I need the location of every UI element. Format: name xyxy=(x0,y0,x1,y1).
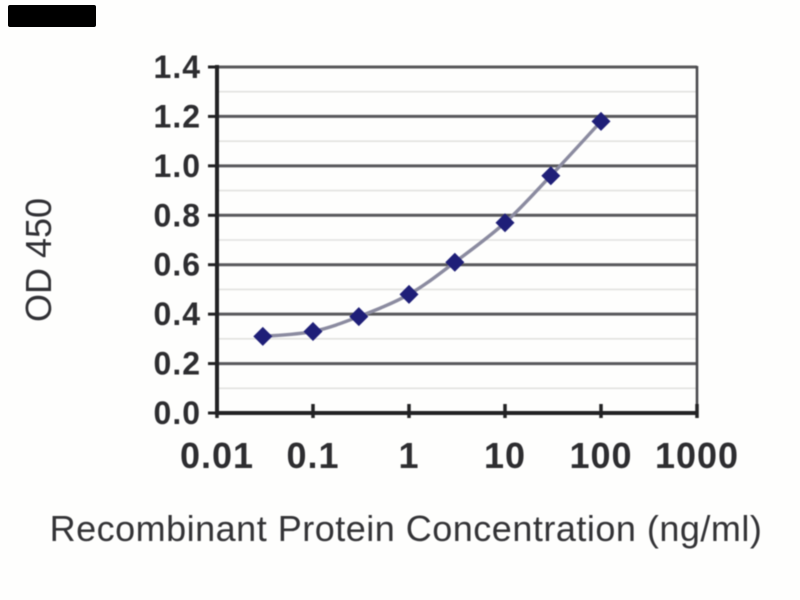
y-tick-label: 0.4 xyxy=(154,296,201,332)
data-point-marker xyxy=(495,213,515,233)
y-tick-label: 0.2 xyxy=(154,346,201,382)
redacted-watermark-box xyxy=(8,5,96,27)
x-tick-label: 1000 xyxy=(655,435,739,476)
y-tick-label: 0.6 xyxy=(154,247,201,283)
data-point-marker xyxy=(445,252,465,272)
x-tick-label: 1 xyxy=(398,435,419,476)
y-tick-label: 1.0 xyxy=(154,148,201,184)
data-point-marker xyxy=(591,111,611,131)
x-tick-label: 10 xyxy=(484,435,526,476)
y-tick-label: 0.8 xyxy=(154,197,201,233)
data-point-marker xyxy=(303,321,323,341)
data-point-marker xyxy=(349,307,369,327)
y-tick-label: 1.4 xyxy=(154,49,201,85)
y-tick-label: 1.2 xyxy=(154,98,201,134)
y-tick-label: 0.0 xyxy=(154,395,201,431)
x-tick-label: 0.1 xyxy=(286,435,339,476)
x-axis-title: Recombinant Protein Concentration (ng/ml… xyxy=(49,508,763,549)
data-point-marker xyxy=(541,166,561,186)
x-tick-label: 100 xyxy=(569,435,632,476)
data-point-marker xyxy=(253,326,273,346)
data-curve xyxy=(262,120,603,339)
data-point-marker xyxy=(399,284,419,304)
x-tick-label: 0.01 xyxy=(180,435,254,476)
